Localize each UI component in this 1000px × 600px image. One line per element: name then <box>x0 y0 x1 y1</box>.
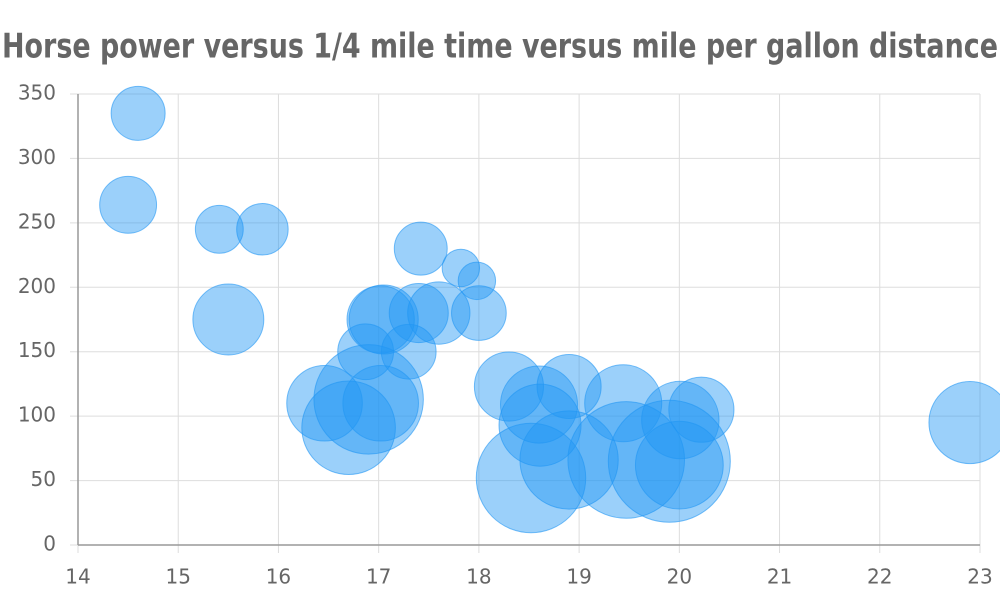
bubble <box>313 344 424 455</box>
x-tick-label: 16 <box>266 565 291 589</box>
bubble <box>236 203 289 256</box>
x-tick-label: 17 <box>366 565 391 589</box>
y-tick-label: 300 <box>18 145 56 169</box>
bubble <box>99 175 158 234</box>
bubble <box>286 364 363 442</box>
bubble <box>536 353 602 420</box>
x-tick-label: 21 <box>767 565 792 589</box>
bubble <box>607 399 731 523</box>
bubble <box>192 283 265 356</box>
bubble <box>194 204 244 254</box>
y-tick-label: 250 <box>18 209 56 233</box>
bubble <box>498 383 582 467</box>
y-tick-label: 200 <box>18 274 56 298</box>
bubble <box>473 351 545 422</box>
y-tick-label: 0 <box>43 532 56 556</box>
x-tick-label: 23 <box>967 565 992 589</box>
bubble <box>393 221 448 276</box>
bubble <box>388 283 449 344</box>
x-tick-label: 18 <box>466 565 491 589</box>
bubble <box>110 85 166 141</box>
bubble <box>346 285 415 354</box>
chart-title: Horse power versus 1/4 mile time versus … <box>2 27 998 67</box>
bubble <box>475 422 587 534</box>
bubble <box>348 284 419 355</box>
bubble <box>928 381 1000 465</box>
y-tick-label: 100 <box>18 403 56 427</box>
bubble <box>584 364 663 443</box>
bubble <box>441 248 481 288</box>
bubble <box>634 420 724 510</box>
bubble <box>451 285 507 341</box>
bubble <box>457 261 497 301</box>
bubble <box>567 401 686 519</box>
x-tick-label: 20 <box>667 565 692 589</box>
x-tick-label: 15 <box>165 565 190 589</box>
bubble <box>500 365 579 444</box>
bubble <box>342 364 419 442</box>
bubble <box>337 323 395 381</box>
bubble <box>519 410 619 510</box>
bubble <box>380 323 437 380</box>
y-tick-label: 350 <box>18 81 56 105</box>
x-tick-label: 14 <box>65 565 90 589</box>
y-tick-label: 150 <box>18 338 56 362</box>
bubble <box>301 380 396 476</box>
x-tick-label: 19 <box>566 565 591 589</box>
x-tick-label: 22 <box>867 565 892 589</box>
bubble <box>641 380 720 460</box>
y-tick-label: 50 <box>31 467 56 491</box>
